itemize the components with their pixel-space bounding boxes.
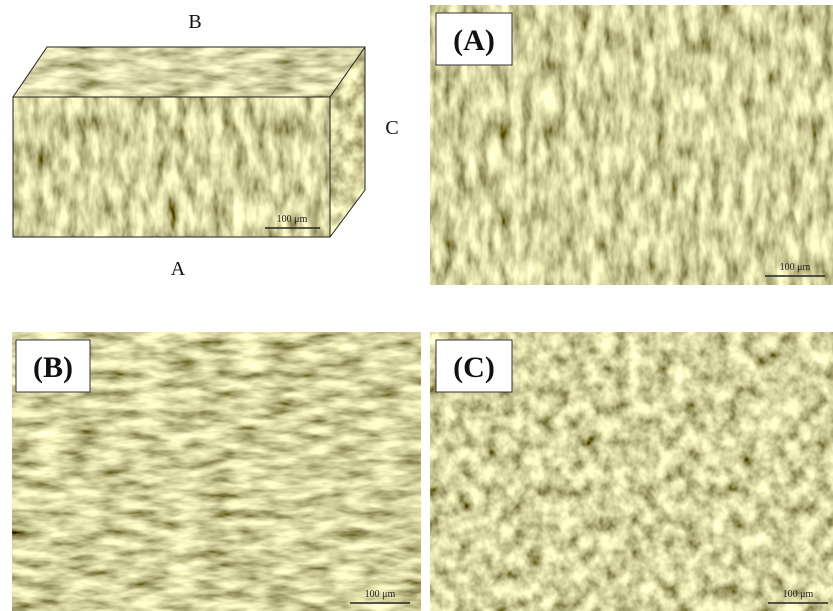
panel: (B) 100 μm: [12, 332, 421, 611]
panel-label: (C): [453, 351, 495, 384]
panel-label: (B): [33, 351, 73, 384]
scale-label: 100 μm: [277, 214, 308, 225]
face-label: A: [171, 258, 186, 280]
cube: 100 μm B C A: [13, 11, 399, 280]
panel: (A) 100 μm: [430, 5, 833, 285]
panel: (C) 100 μm: [430, 332, 833, 611]
cube-top: [13, 47, 365, 97]
panel-label: (A): [453, 24, 495, 57]
face-label: B: [188, 11, 201, 33]
cube-top-shade: [13, 47, 365, 97]
figure: 100 μm B C A (A) 100 μm (B) 100 μm (C) 1…: [0, 0, 833, 611]
scale-label: 100 μm: [783, 589, 814, 600]
scale-label: 100 μm: [365, 589, 396, 600]
face-label: C: [385, 117, 398, 139]
scale-label: 100 μm: [780, 262, 811, 273]
